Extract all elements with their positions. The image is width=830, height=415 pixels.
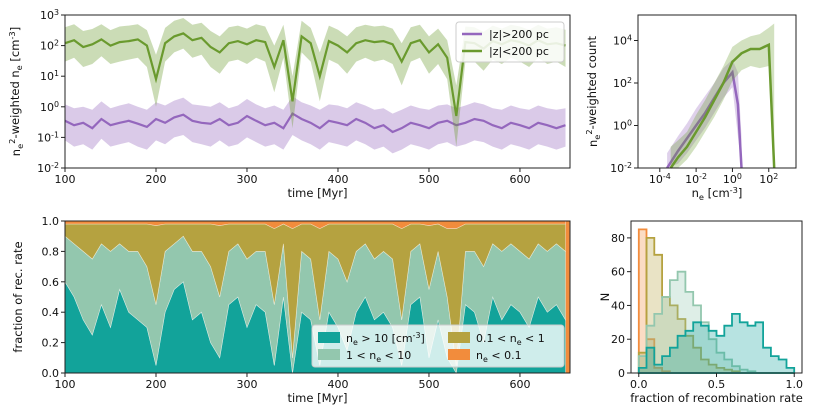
legend-swatch xyxy=(318,349,340,360)
x-tick-label: 200 xyxy=(145,378,166,391)
panel-b xyxy=(666,23,776,169)
y-tick-label: 80 xyxy=(611,232,625,245)
x-axis-label: time [Myr] xyxy=(287,186,347,200)
y-tick-label: 102 xyxy=(613,76,632,90)
x-tick-label: 500 xyxy=(418,378,439,391)
y-axis-label: N xyxy=(598,293,612,302)
y-tick-label: 0.8 xyxy=(42,245,60,258)
x-tick-label: 100 xyxy=(723,172,742,186)
y-axis-label: ne2-weighted count xyxy=(584,35,602,147)
y-tick-label: 1.0 xyxy=(42,215,60,228)
x-axis-label: time [Myr] xyxy=(287,391,347,405)
series-line-0 xyxy=(64,112,566,134)
series-line-0 xyxy=(666,69,743,169)
y-tick-label: 101 xyxy=(40,69,59,83)
y-tick-label: 20 xyxy=(611,333,625,346)
x-tick-label: 100 xyxy=(55,173,76,186)
legend-label: |z|>200 pc xyxy=(489,28,549,41)
series-band-1 xyxy=(65,18,566,147)
legend-label: ne > 10 [cm-3] xyxy=(346,331,425,347)
y-tick-label: 0.0 xyxy=(42,367,60,380)
x-tick-label: 10-4 xyxy=(649,172,671,186)
x-tick-label: 100 xyxy=(55,378,76,391)
x-tick-label: 300 xyxy=(236,173,257,186)
y-tick-label: 10-2 xyxy=(37,161,59,175)
legend-swatch xyxy=(448,332,470,343)
legend-label: ne < 0.1 xyxy=(476,349,522,364)
legend-box xyxy=(311,324,565,368)
y-tick-label: 100 xyxy=(613,119,632,133)
legend-swatch xyxy=(318,332,340,343)
y-tick-label: 40 xyxy=(611,299,625,312)
x-tick-label: 1.0 xyxy=(785,378,803,391)
x-tick-label: 300 xyxy=(236,378,257,391)
legend-label: 0.1 < ne < 1 xyxy=(476,332,545,347)
y-tick-label: 60 xyxy=(611,266,625,279)
legend-label: 1 < ne < 10 xyxy=(346,349,411,364)
x-tick-label: 0.0 xyxy=(630,378,648,391)
x-tick-label: 400 xyxy=(327,173,348,186)
panel-b-frame xyxy=(637,14,797,169)
legend-label: |z|<200 pc xyxy=(489,45,549,58)
y-tick-label: 104 xyxy=(613,34,632,48)
y-tick-label: 10-1 xyxy=(37,130,59,144)
y-tick-label: 0.2 xyxy=(42,337,60,350)
x-tick-label: 600 xyxy=(509,173,530,186)
hist-3 xyxy=(637,312,796,374)
x-axis-label: fraction of recombination rate xyxy=(630,391,803,405)
y-tick-label: 0 xyxy=(618,367,625,380)
y-tick-label: 0.6 xyxy=(42,276,60,289)
y-tick-label: 100 xyxy=(40,100,59,114)
x-tick-label: 200 xyxy=(145,173,166,186)
series-line-1 xyxy=(669,42,776,169)
y-axis-label: fraction of rec. rate xyxy=(11,241,25,352)
legend-swatch xyxy=(448,349,470,360)
y-tick-label: 0.4 xyxy=(42,306,60,319)
panel-d xyxy=(637,228,796,374)
y-axis-label: ne2-weighted ne [cm-3] xyxy=(7,27,25,156)
x-tick-label: 102 xyxy=(759,172,778,186)
panel-c-frame xyxy=(64,220,571,374)
x-tick-label: 0.5 xyxy=(708,378,726,391)
legend-box xyxy=(455,21,565,63)
x-tick-label: 500 xyxy=(418,173,439,186)
panel-a-frame xyxy=(64,14,571,169)
x-tick-label: 400 xyxy=(327,378,348,391)
x-tick-label: 10-2 xyxy=(685,172,707,186)
y-tick-label: 10-2 xyxy=(610,161,632,175)
x-axis-label: ne [cm-3] xyxy=(692,185,743,202)
y-tick-label: 102 xyxy=(40,39,59,53)
x-tick-label: 600 xyxy=(509,378,530,391)
y-tick-label: 103 xyxy=(40,8,59,22)
